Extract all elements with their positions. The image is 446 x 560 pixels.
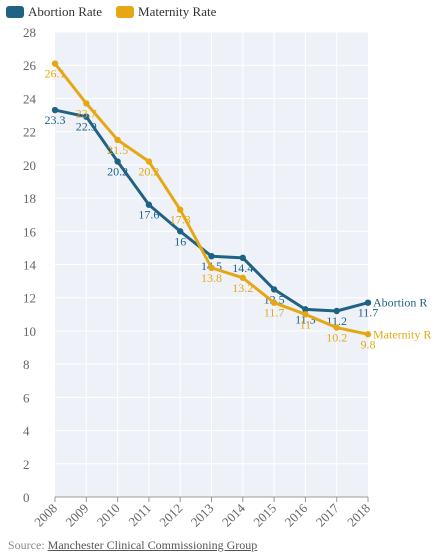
legend-swatch-maternity-rate bbox=[116, 6, 135, 18]
y-tick-label: 12 bbox=[23, 291, 36, 306]
data-point-maternity-rate bbox=[208, 264, 215, 272]
source-prefix: Source: bbox=[8, 538, 48, 552]
y-tick-label: 28 bbox=[23, 25, 36, 40]
data-label-maternity-rate: 23.7 bbox=[76, 106, 97, 120]
data-point-abortion-rate bbox=[177, 228, 184, 235]
legend-label-maternity-rate: Maternity Rate bbox=[138, 4, 217, 19]
data-label-abortion-rate: 12.5 bbox=[264, 292, 285, 306]
x-tick-label: 2009 bbox=[62, 501, 91, 530]
data-label-maternity-rate: 26.1 bbox=[45, 67, 66, 81]
x-tick-label: 2018 bbox=[344, 501, 373, 530]
source-note: Source: Manchester Clinical Commissionin… bbox=[8, 538, 257, 553]
data-point-maternity-rate bbox=[83, 100, 90, 107]
data-point-abortion-rate bbox=[208, 252, 215, 260]
data-point-abortion-rate bbox=[270, 286, 278, 293]
x-tick-label: 2015 bbox=[250, 501, 279, 530]
data-point-maternity-rate bbox=[239, 274, 246, 281]
data-point-abortion-rate bbox=[51, 106, 59, 114]
data-label-abortion-rate: 14.4 bbox=[232, 261, 253, 275]
data-point-maternity-rate bbox=[302, 311, 309, 318]
series-end-label-maternity-rate: Maternity R bbox=[373, 327, 431, 341]
y-tick-label: 2 bbox=[23, 457, 30, 472]
data-label-maternity-rate: 20.2 bbox=[138, 165, 159, 179]
source-link[interactable]: Manchester Clinical Commissioning Group bbox=[47, 538, 258, 552]
data-point-abortion-rate bbox=[302, 306, 309, 313]
legend-item-abortion-rate[interactable]: Abortion Rate bbox=[6, 4, 102, 20]
y-tick-label: 14 bbox=[23, 258, 37, 273]
data-point-abortion-rate bbox=[145, 201, 153, 208]
data-point-maternity-rate bbox=[270, 299, 278, 306]
data-label-abortion-rate: 17.6 bbox=[138, 208, 159, 222]
data-label-maternity-rate: 13.8 bbox=[201, 271, 222, 285]
data-label-abortion-rate: 11.7 bbox=[358, 306, 379, 320]
data-label-abortion-rate: 16 bbox=[174, 234, 186, 248]
x-tick-label: 2011 bbox=[125, 501, 154, 530]
x-tick-label: 2016 bbox=[282, 500, 311, 529]
x-tick-label: 2012 bbox=[156, 501, 185, 530]
y-tick-label: 24 bbox=[23, 91, 37, 106]
data-point-maternity-rate bbox=[51, 60, 59, 67]
data-point-abortion-rate bbox=[83, 113, 90, 120]
data-label-abortion-rate: 22.9 bbox=[76, 120, 97, 134]
data-point-abortion-rate bbox=[114, 158, 121, 165]
data-point-maternity-rate bbox=[177, 206, 184, 213]
y-tick-label: 4 bbox=[23, 424, 30, 439]
chart-legend: Abortion Rate Maternity Rate bbox=[6, 4, 216, 20]
legend-label-abortion-rate: Abortion Rate bbox=[28, 4, 103, 19]
y-tick-label: 16 bbox=[23, 224, 37, 239]
y-tick-label: 26 bbox=[23, 58, 37, 73]
data-point-maternity-rate bbox=[333, 324, 340, 331]
legend-swatch-abortion-rate bbox=[6, 6, 24, 18]
data-point-maternity-rate bbox=[145, 158, 153, 165]
y-tick-label: 18 bbox=[23, 191, 36, 206]
y-tick-label: 20 bbox=[23, 158, 36, 173]
data-point-abortion-rate bbox=[364, 299, 372, 306]
x-tick-label: 2013 bbox=[188, 501, 217, 530]
data-label-maternity-rate: 9.8 bbox=[361, 337, 376, 351]
x-tick-label: 2017 bbox=[313, 500, 342, 529]
series-end-label-abortion-rate: Abortion R bbox=[373, 296, 427, 310]
y-tick-label: 0 bbox=[23, 490, 30, 505]
x-tick-label: 2014 bbox=[219, 500, 248, 529]
data-label-maternity-rate: 13.2 bbox=[232, 281, 253, 295]
data-label-maternity-rate: 11 bbox=[300, 317, 312, 331]
y-tick-label: 22 bbox=[23, 125, 36, 140]
x-tick-label: 2008 bbox=[31, 501, 60, 530]
legend-item-maternity-rate[interactable]: Maternity Rate bbox=[116, 4, 216, 20]
data-label-abortion-rate: 20.2 bbox=[107, 165, 128, 179]
data-point-maternity-rate bbox=[114, 136, 121, 144]
data-point-maternity-rate bbox=[364, 331, 372, 338]
y-tick-label: 6 bbox=[23, 390, 30, 405]
data-label-maternity-rate: 17.3 bbox=[170, 213, 191, 227]
data-label-maternity-rate: 21.5 bbox=[107, 143, 128, 157]
x-tick-label: 2010 bbox=[94, 501, 123, 530]
data-point-abortion-rate bbox=[239, 254, 246, 262]
data-label-maternity-rate: 11.7 bbox=[264, 306, 285, 320]
y-tick-label: 8 bbox=[23, 357, 30, 372]
y-tick-label: 10 bbox=[23, 324, 36, 339]
data-point-abortion-rate bbox=[333, 307, 340, 315]
data-label-abortion-rate: 23.3 bbox=[45, 113, 66, 127]
data-label-maternity-rate: 10.2 bbox=[326, 331, 347, 345]
